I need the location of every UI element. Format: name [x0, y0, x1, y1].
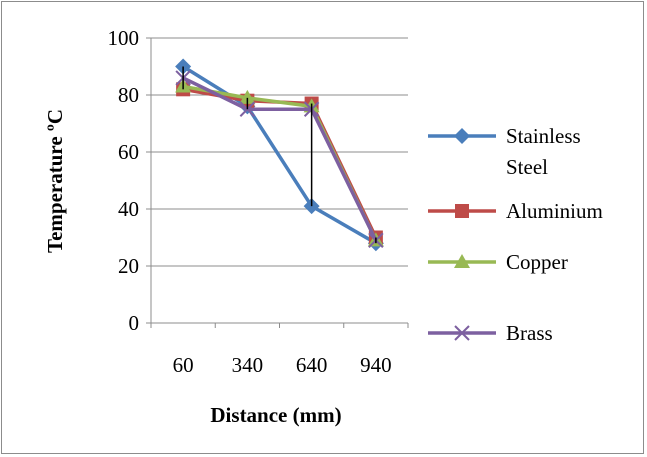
- gridlines: [151, 37, 408, 267]
- legend-label-aluminium: Aluminium: [506, 199, 603, 223]
- y-tick-label-60: 60: [118, 140, 139, 164]
- y-axis-title: Temperature ºC: [43, 109, 67, 253]
- series-copper: [175, 78, 384, 247]
- legend-marker-copper: [454, 254, 470, 268]
- legend-label-stainless-steel: Stainless Steel: [506, 124, 581, 179]
- legend-item-aluminium: Aluminium: [428, 199, 603, 223]
- y-tick-labels: 0 20 40 60 80 100: [108, 26, 140, 335]
- legend-marker-brass: [454, 325, 470, 341]
- x-tick-label-340: 340: [232, 353, 264, 377]
- x-axis-title: Distance (mm): [210, 403, 341, 427]
- series-lines: [175, 58, 384, 252]
- series-line-brass: [182, 76, 378, 242]
- series-brass: [175, 70, 384, 249]
- x-tick-label-640: 640: [296, 353, 328, 377]
- x-tick-label-60: 60: [173, 353, 194, 377]
- legend-label-brass: Brass: [506, 321, 553, 345]
- legend: Stainless Steel Aluminium Copper Brass: [428, 124, 603, 345]
- y-tick-label-80: 80: [118, 83, 139, 107]
- series-aluminium: [176, 82, 383, 245]
- legend-item-copper: Copper: [428, 250, 568, 274]
- legend-item-stainless-steel: Stainless Steel: [428, 124, 581, 179]
- y-tick-label-0: 0: [129, 311, 140, 335]
- y-tick-label-100: 100: [108, 26, 140, 50]
- legend-marker-aluminium: [455, 204, 469, 218]
- y-tick-label-40: 40: [118, 197, 139, 221]
- legend-marker-brass-stroke-b: [454, 325, 470, 341]
- legend-item-brass: Brass: [428, 321, 553, 345]
- y-tick-label-20: 20: [118, 254, 139, 278]
- legend-label-copper: Copper: [506, 250, 568, 274]
- marker-copper-340: [239, 89, 256, 104]
- series-line-aluminium: [182, 87, 378, 239]
- x-tick-label-940: 940: [360, 353, 392, 377]
- legend-label-line-1: Steel: [506, 155, 548, 179]
- axes: [146, 37, 409, 328]
- range-lines: [182, 66, 377, 244]
- legend-label-line-0: Stainless: [506, 124, 581, 148]
- x-tick-labels: 60 340 640 940: [173, 353, 392, 377]
- series-line-stainless-steel: [182, 65, 377, 245]
- legend-marker-stainless-steel: [454, 128, 470, 144]
